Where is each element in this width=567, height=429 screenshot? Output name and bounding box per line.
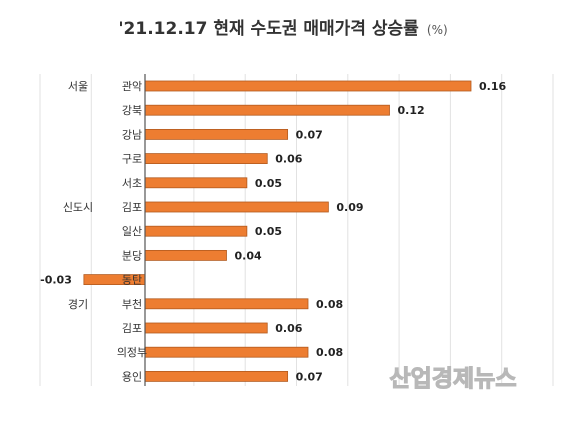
category-label: 분당: [122, 249, 142, 262]
bars: [83, 80, 472, 382]
data-label: 0.08: [316, 298, 343, 311]
category-label: 의정부: [117, 346, 147, 359]
bar: [144, 128, 289, 140]
category-label: 일산: [122, 224, 142, 238]
data-label: 0.12: [398, 104, 425, 117]
group-label: 경기: [68, 298, 88, 311]
category-label: 강남: [122, 128, 142, 141]
data-label: -0.03: [40, 274, 72, 287]
bar: [144, 370, 289, 382]
data-label: 0.05: [255, 225, 282, 238]
data-label: 0.06: [275, 322, 302, 335]
group-label: 서울: [68, 80, 88, 93]
gridlines: [39, 74, 554, 386]
category-label: 김포: [122, 322, 142, 335]
category-label: 관악: [122, 80, 142, 93]
category-label: 부천: [122, 297, 142, 311]
data-label: 0.06: [275, 153, 302, 166]
data-label: 0.04: [235, 249, 262, 262]
bar: [144, 104, 390, 116]
chart-title-unit: (%): [427, 23, 448, 37]
bar: [144, 177, 248, 189]
data-label: 0.16: [479, 80, 506, 93]
category-label: 용인: [122, 370, 142, 383]
data-label: 0.07: [296, 370, 323, 383]
data-label: 0.08: [316, 346, 343, 359]
bar: [144, 298, 309, 310]
category-label: 서초: [122, 177, 142, 190]
bar: [144, 80, 472, 92]
chart-title-text: '21.12.17 현재 수도권 매매가격 상승률: [118, 19, 419, 39]
category-label: 김포: [122, 201, 142, 214]
bar: [144, 249, 227, 261]
category-label: 강북: [122, 104, 142, 117]
category-label: 구로: [122, 153, 142, 166]
data-labels: 0.16 0.12 0.07 0.06 0.05 0.09 0.05 0.04 -0.03 0.0…: [40, 80, 506, 383]
watermark: 산업경제뉴스: [390, 366, 517, 392]
bar: [144, 153, 268, 165]
data-label: 0.07: [296, 128, 323, 141]
bar: [144, 225, 248, 237]
group-label: 신도시: [63, 201, 93, 214]
data-label: 0.09: [336, 201, 363, 214]
chart-title: '21.12.17 현재 수도권 매매가격 상승률 (%): [118, 19, 447, 39]
bar: [144, 346, 309, 358]
category-label: 동탄: [122, 274, 142, 287]
bar: [144, 201, 329, 213]
bar: [144, 322, 268, 334]
data-label: 0.05: [255, 177, 282, 190]
